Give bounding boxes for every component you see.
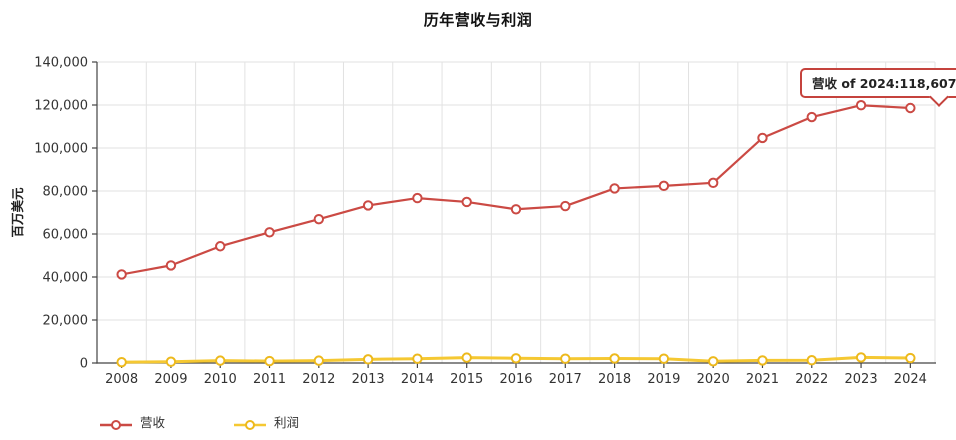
y-axis-title: 百万美元 [10,187,25,238]
x-tick-label: 2014 [401,372,434,387]
y-tick-label: 80,000 [43,185,89,200]
x-tick-label: 2008 [105,372,138,387]
data-point-营收-2020[interactable] [707,177,719,189]
tooltip: 营收 of 2024:118,607.5 [800,68,956,107]
data-point-利润-2018[interactable] [609,353,620,364]
x-tick-label: 2010 [204,372,237,387]
x-tick-label: 2018 [598,372,631,387]
y-tick-label: 120,000 [34,99,88,114]
data-point-利润-2017[interactable] [560,353,571,364]
profit-line-marker-icon [233,416,267,430]
x-tick-label: 2017 [549,372,582,387]
legend-swatch [234,419,267,430]
data-point-营收-2024[interactable] [905,102,916,114]
data-point-利润-2015[interactable] [461,352,472,363]
x-tick-label: 2015 [450,372,483,387]
data-point-营收-2010[interactable] [215,241,226,252]
revenue-line-marker-icon [99,416,133,430]
data-point-利润-2019[interactable] [658,353,670,364]
data-point-利润-2023[interactable] [855,352,867,363]
data-point-营收-2016[interactable] [510,204,522,215]
x-tick-label: 2021 [746,372,779,387]
data-point-利润-2012[interactable] [313,355,325,366]
legend: 营收 利润 [99,412,367,431]
data-point-利润-2010[interactable] [215,355,226,366]
data-point-营收-2021[interactable] [757,132,768,144]
data-point-利润-2008[interactable] [116,356,127,368]
data-point-营收-2008[interactable] [116,269,127,280]
legend-swatch [100,419,132,430]
series-line-营收 [121,104,911,276]
data-point-营收-2011[interactable] [264,227,275,238]
y-tick-label: 100,000 [34,142,88,157]
y-tick-label: 20,000 [43,314,89,329]
legend-label-revenue: 营收 [140,415,166,430]
y-tick-label: 60,000 [43,228,89,243]
data-point-营收-2019[interactable] [658,180,670,192]
x-tick-label: 2024 [894,372,927,387]
legend-item-revenue[interactable]: 营收 [99,412,165,431]
data-point-利润-2014[interactable] [412,353,423,364]
data-point-营收-2018[interactable] [609,183,620,194]
data-point-利润-2021[interactable] [757,355,768,366]
data-point-利润-2020[interactable] [707,356,719,367]
data-point-利润-2011[interactable] [264,355,275,367]
x-tick-label: 2009 [154,372,187,387]
x-tick-label: 2013 [352,372,385,387]
data-point-利润-2009[interactable] [165,356,177,367]
x-tick-label: 2023 [845,372,878,387]
x-tick-label: 2011 [253,372,286,387]
data-point-营收-2015[interactable] [461,196,472,208]
data-point-营收-2017[interactable] [560,200,571,212]
x-tick-label: 2019 [647,372,680,387]
legend-label-profit: 利润 [274,415,300,430]
x-tick-label: 2022 [795,372,828,387]
data-point-营收-2022[interactable] [806,111,817,123]
tooltip-text: 营收 of 2024:118,607.5 [812,76,956,91]
data-point-利润-2024[interactable] [905,352,916,364]
data-point-利润-2022[interactable] [806,355,817,366]
x-tick-label: 2012 [302,372,335,387]
x-tick-label: 2020 [697,372,730,387]
y-tick-label: 40,000 [43,271,89,286]
data-point-营收-2013[interactable] [362,200,374,211]
data-point-利润-2016[interactable] [510,353,522,364]
data-point-利润-2013[interactable] [362,354,374,365]
y-tick-label: 140,000 [34,56,88,71]
x-tick-label: 2016 [499,372,532,387]
data-point-营收-2012[interactable] [313,213,325,225]
chart-title: 历年营收与利润 [423,11,533,29]
data-point-营收-2014[interactable] [412,192,423,204]
y-tick-label: 0 [80,357,88,372]
data-point-营收-2009[interactable] [165,260,177,271]
legend-item-profit[interactable]: 利润 [233,412,299,431]
data-point-营收-2023[interactable] [855,100,867,111]
